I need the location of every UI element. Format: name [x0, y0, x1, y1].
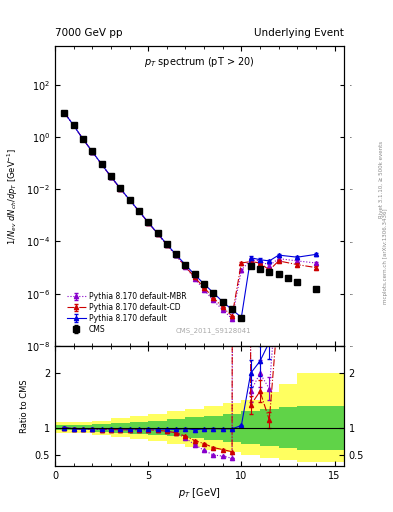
Text: $p_{T}$ spectrum (pT > 20): $p_{T}$ spectrum (pT > 20) [144, 55, 255, 69]
Text: 7000 GeV pp: 7000 GeV pp [55, 28, 123, 38]
Y-axis label: Ratio to CMS: Ratio to CMS [20, 379, 29, 433]
Text: CMS_2011_S9128041: CMS_2011_S9128041 [176, 327, 252, 334]
Legend: Pythia 8.170 default-MBR, Pythia 8.170 default-CD, Pythia 8.170 default, CMS: Pythia 8.170 default-MBR, Pythia 8.170 d… [64, 290, 189, 336]
X-axis label: $p_{T}$ [GeV]: $p_{T}$ [GeV] [178, 486, 221, 500]
Y-axis label: $1/N_{ev}\ dN_{ch}/dp_{T}\ [\mathrm{GeV}^{-1}]$: $1/N_{ev}\ dN_{ch}/dp_{T}\ [\mathrm{GeV}… [6, 147, 20, 245]
Text: Underlying Event: Underlying Event [254, 28, 344, 38]
Text: mcplots.cern.ch [arXiv:1306.3436]: mcplots.cern.ch [arXiv:1306.3436] [384, 208, 388, 304]
Text: Rivet 3.1.10, ≥ 500k events: Rivet 3.1.10, ≥ 500k events [379, 141, 384, 218]
